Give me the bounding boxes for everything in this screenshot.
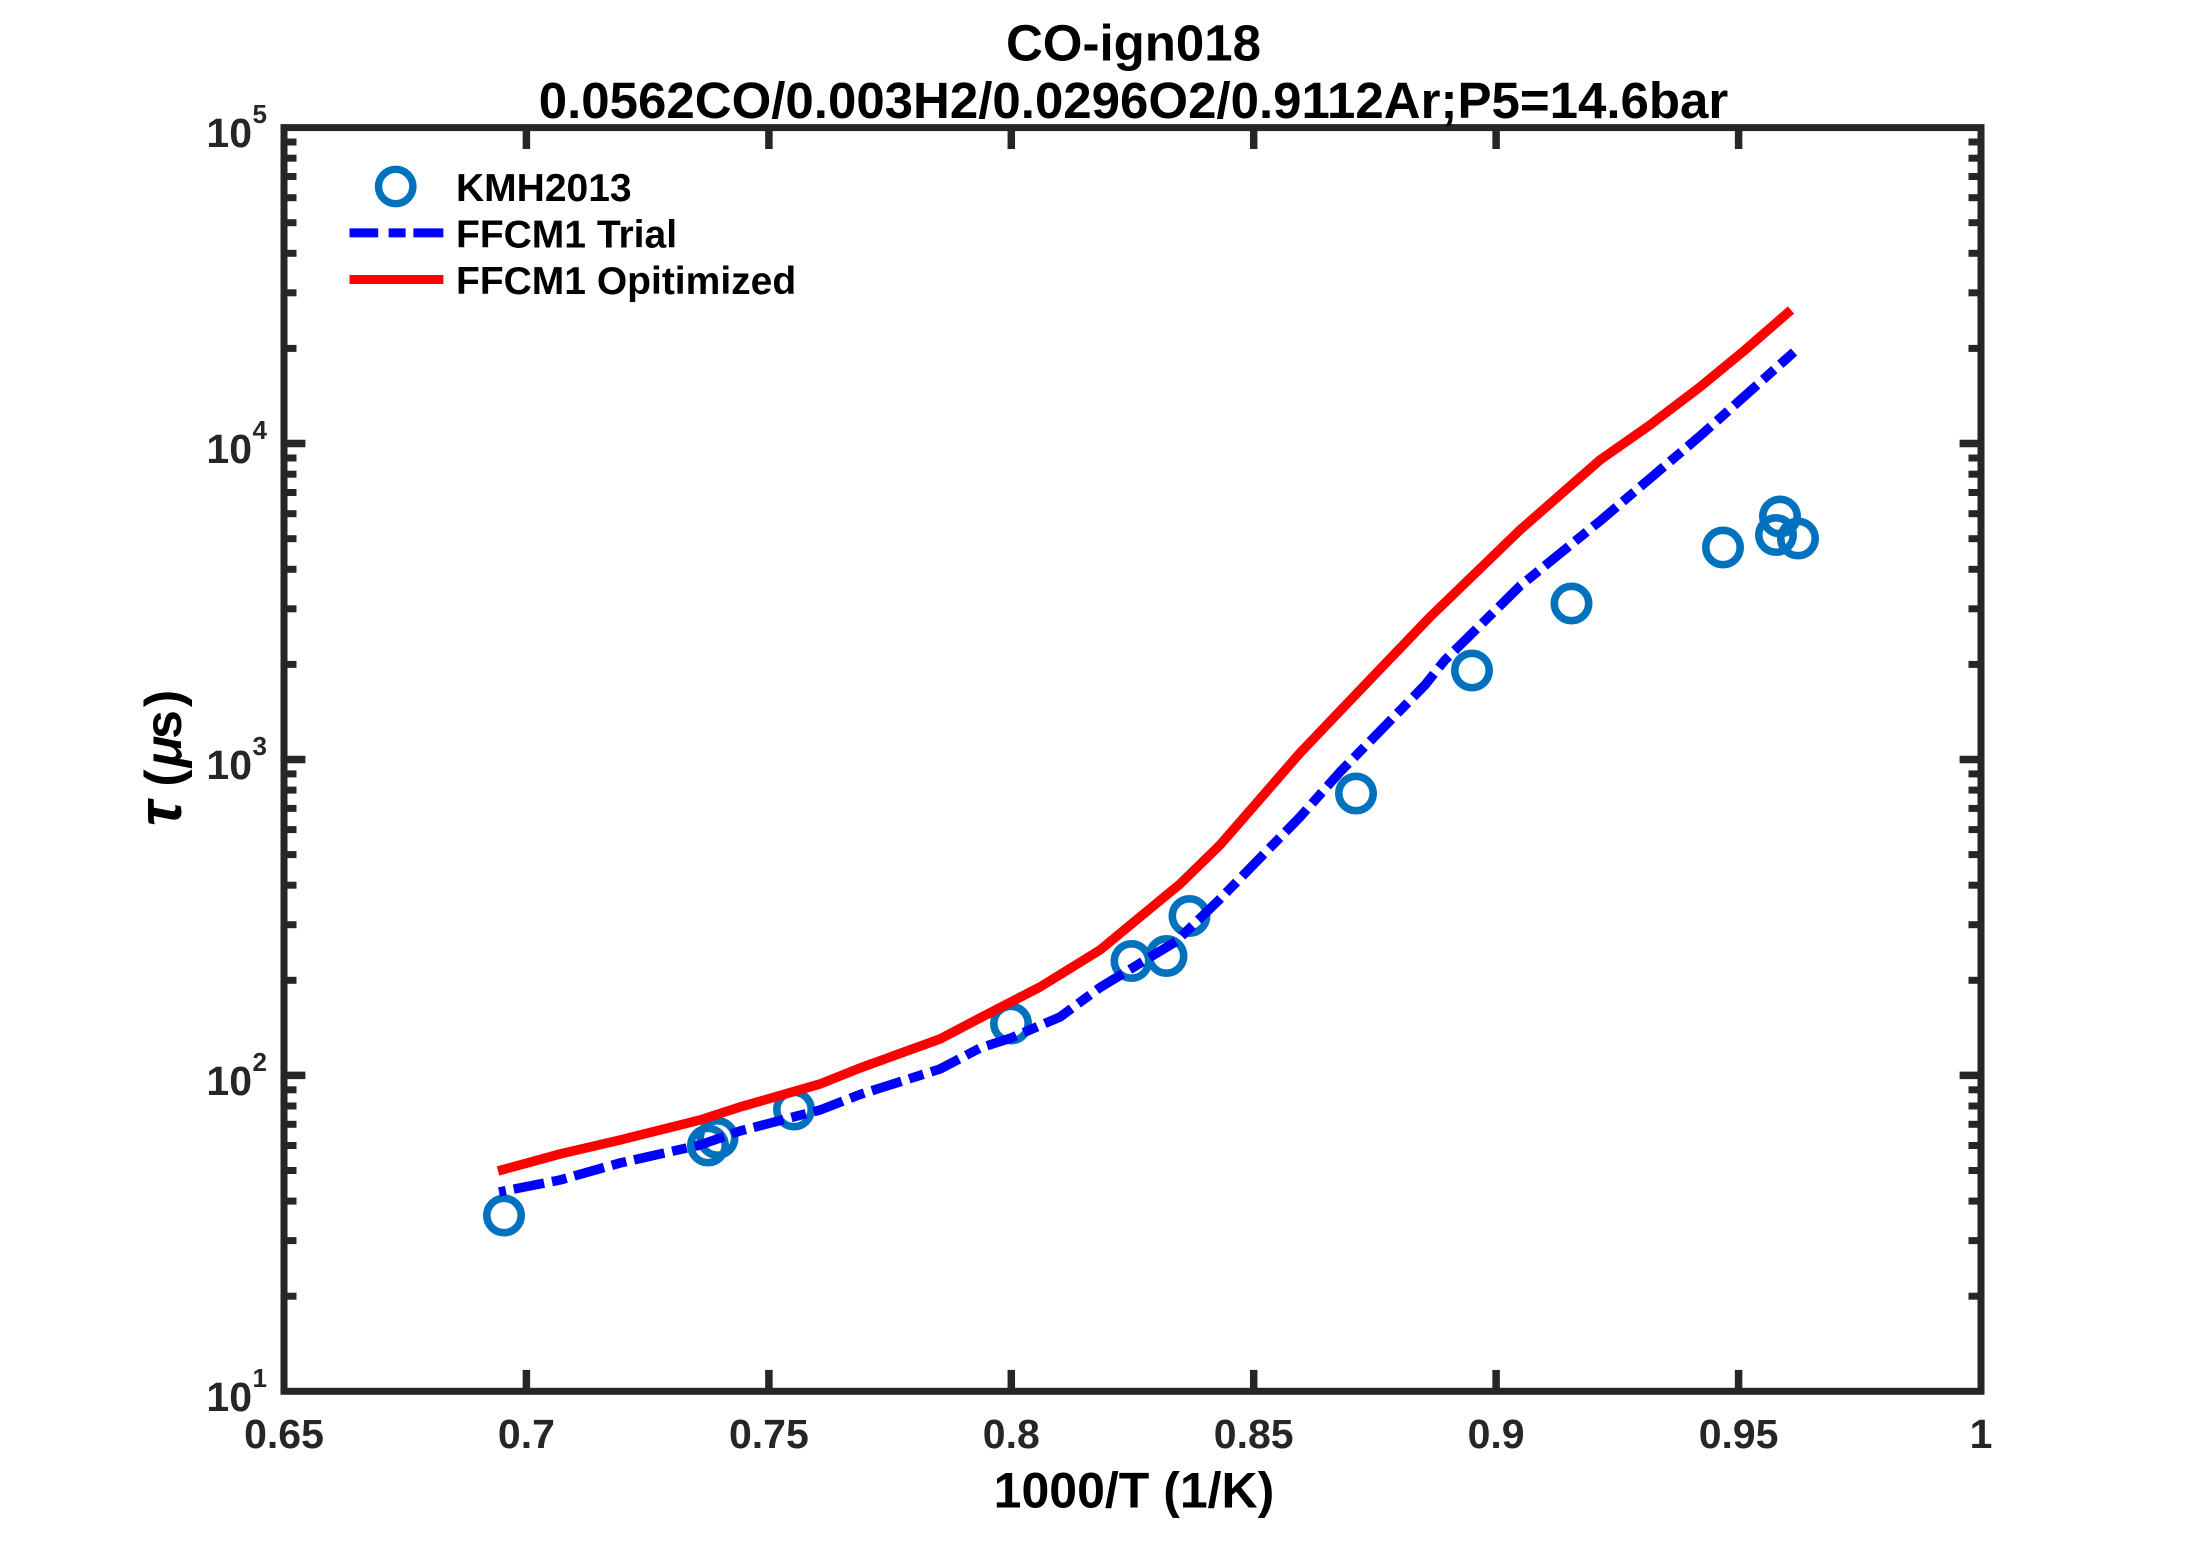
svg-text:1: 1 [253,1363,267,1393]
svg-text:FFCM1 Opitimized: FFCM1 Opitimized [456,260,796,303]
svg-text:1: 1 [1970,1411,1993,1457]
svg-text:10: 10 [206,1374,252,1420]
svg-text:(: ( [135,769,193,787]
svg-text:0.75: 0.75 [729,1411,809,1457]
svg-text:10: 10 [206,1058,252,1104]
svg-text:0.9: 0.9 [1468,1411,1525,1457]
svg-text:μ: μ [135,736,193,769]
svg-text:s: s [135,710,193,739]
svg-text:5: 5 [253,99,267,129]
svg-text:0.65: 0.65 [244,1411,324,1457]
svg-text:0.0562CO/0.003H2/0.0296O2/0.91: 0.0562CO/0.003H2/0.0296O2/0.9112Ar;P5=14… [539,72,1729,129]
svg-text:FFCM1 Trial: FFCM1 Trial [456,213,677,256]
svg-text:3: 3 [253,731,267,761]
svg-text:10: 10 [206,110,252,156]
svg-text:10: 10 [206,426,252,472]
svg-text:4: 4 [253,415,268,445]
svg-text:0.95: 0.95 [1699,1411,1779,1457]
svg-text:2: 2 [253,1047,267,1077]
svg-text:KMH2013: KMH2013 [456,167,632,210]
svg-text:): ) [135,690,193,707]
svg-text:0.85: 0.85 [1214,1411,1294,1457]
svg-text:τ: τ [126,798,195,826]
svg-text:0.7: 0.7 [498,1411,555,1457]
svg-text:CO-ign018: CO-ign018 [1006,15,1261,72]
svg-text:10: 10 [206,742,252,788]
svg-text:1000/T (1/K): 1000/T (1/K) [994,1463,1275,1519]
svg-text:0.8: 0.8 [983,1411,1040,1457]
